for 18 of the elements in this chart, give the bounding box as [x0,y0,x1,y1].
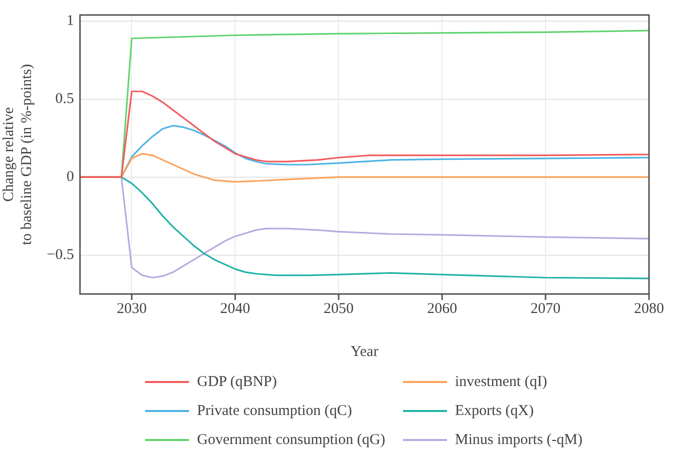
legend-label: Exports (qX) [455,402,534,420]
x-tick-label: 2070 [530,300,561,317]
x-tick-label: 2050 [324,300,354,317]
y-axis-title: Change relative to baseline GDP (in %-points) [0,64,35,246]
x-tick-label: 2030 [116,300,147,317]
y-tick-label: 1 [66,13,74,30]
y-tick-label: 0 [66,169,74,186]
legend-label: Private consumption (qC) [197,402,352,420]
x-axis-title: Year [350,344,378,360]
x-tick-label: 2060 [427,300,458,317]
y-tick-label: −0.5 [46,246,74,263]
x-tick-label: 2040 [220,300,250,317]
x-tick-label: 2080 [634,300,664,317]
legend-label: GDP (qBNP) [197,374,277,390]
legend-label: Minus imports (-qM) [455,432,582,448]
y-tick-label: 0.5 [55,91,74,108]
legend-label: Government consumption (qG) [197,432,386,448]
legend-label: investment (qI) [455,374,548,390]
